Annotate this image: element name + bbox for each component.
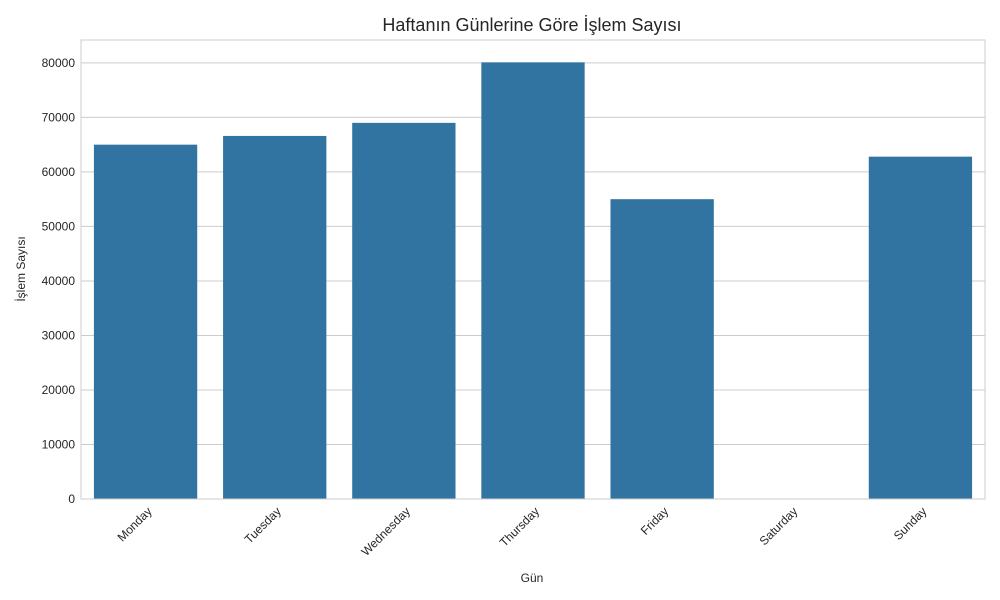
y-axis-label: İşlem Sayısı	[14, 236, 28, 301]
bar-sunday	[868, 156, 973, 499]
bar-thursday	[481, 62, 585, 500]
chart-title: Haftanın Günlerine Göre İşlem Sayısı	[382, 15, 681, 35]
y-tick-label: 60000	[42, 165, 76, 179]
x-tick-label-tuesday: Tuesday	[242, 504, 284, 546]
x-tick-label-friday: Friday	[638, 504, 671, 537]
x-axis-label: Gün	[521, 571, 544, 585]
x-tick-label-monday: Monday	[115, 504, 155, 544]
y-tick-label: 80000	[42, 56, 76, 70]
x-tick-label-sunday: Sunday	[891, 504, 930, 543]
x-tick-label-saturday: Saturday	[757, 504, 801, 548]
x-tick-labels: Monday Tuesday Wednesday Thursday Friday Satu…	[115, 504, 930, 559]
bar-wednesday	[352, 122, 456, 499]
y-tick-label: 30000	[42, 328, 76, 342]
y-tick-label: 20000	[42, 383, 76, 397]
y-tick-label: 50000	[42, 219, 76, 233]
plot-frame	[80, 39, 986, 500]
bar-friday	[610, 199, 714, 499]
y-tick-label: 70000	[42, 110, 76, 124]
y-tick-label: 40000	[42, 274, 76, 288]
bar-monday	[93, 144, 198, 499]
x-tick-label-wednesday: Wednesday	[358, 504, 413, 559]
bars	[93, 62, 973, 500]
x-tick-label-thursday: Thursday	[497, 504, 542, 549]
y-tick-labels: 0 10000 20000 30000 40000 50000 60000 70000 8000…	[42, 56, 76, 506]
bar-tuesday	[223, 135, 327, 499]
y-tick-label: 10000	[42, 437, 76, 451]
y-tick-label: 0	[68, 492, 75, 506]
